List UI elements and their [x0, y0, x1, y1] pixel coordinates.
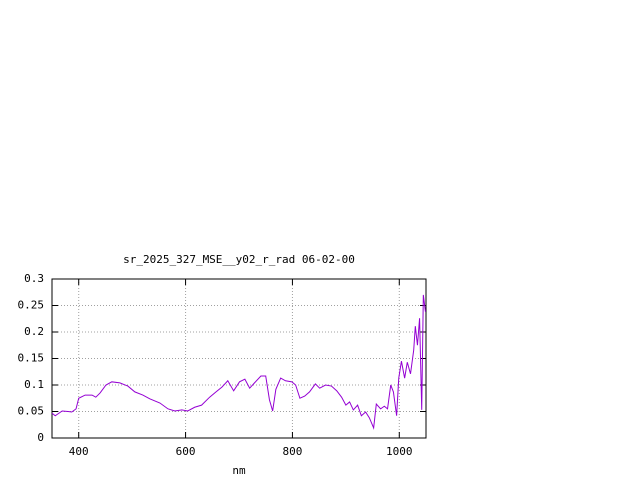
data-line — [51, 294, 426, 430]
y-tick-label: 0 — [37, 431, 44, 444]
y-tick-label: 0.2 — [24, 325, 44, 338]
plot-border — [51, 278, 427, 439]
x-tick-label: 800 — [282, 445, 302, 458]
x-tick-label: 1000 — [386, 445, 413, 458]
x-tick-label: 600 — [176, 445, 196, 458]
x-tick-label: 400 — [69, 445, 89, 458]
x-axis-label: nm — [232, 464, 246, 477]
y-tick-label: 0.25 — [18, 299, 45, 312]
y-tick-label: 0.05 — [18, 405, 45, 418]
chart-title: sr_2025_327_MSE__y02_r_rad 06-02-00 — [123, 253, 355, 266]
y-tick-label: 0.15 — [18, 352, 45, 365]
y-tick-label: 0.1 — [24, 378, 44, 391]
y-tick-label: 0.3 — [24, 272, 44, 285]
